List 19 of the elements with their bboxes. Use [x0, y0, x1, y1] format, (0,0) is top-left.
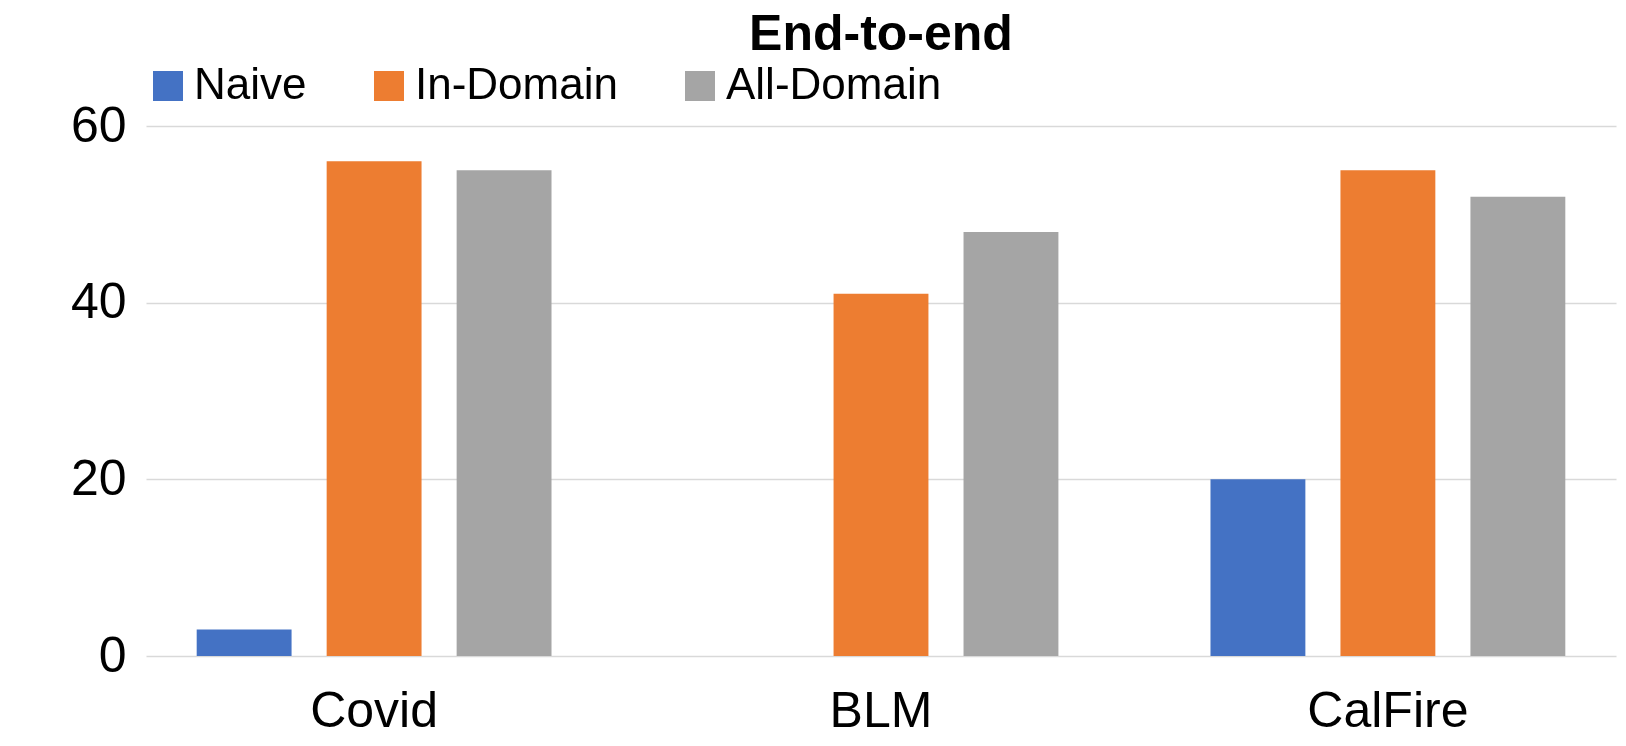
chart-title: End-to-end: [749, 5, 1013, 61]
bar: [833, 293, 929, 656]
y-tick-label: 0: [98, 626, 127, 683]
x-tick-label: Covid: [310, 681, 439, 738]
bar: [963, 232, 1059, 656]
bar: [1210, 479, 1306, 656]
bar: [326, 161, 422, 656]
y-tick-label: 20: [70, 449, 127, 506]
bar: [1470, 196, 1566, 656]
y-tick-label: 60: [70, 96, 127, 153]
x-tick-label: CalFire: [1307, 681, 1469, 738]
bar: [456, 170, 552, 656]
legend-label: Naive: [194, 59, 307, 108]
legend-label: In-Domain: [415, 59, 618, 108]
bar: [1340, 170, 1436, 656]
legend-label: All-Domain: [726, 59, 942, 108]
y-tick-label: 40: [70, 273, 127, 330]
bar: [196, 629, 292, 656]
x-tick-label: BLM: [829, 681, 933, 738]
